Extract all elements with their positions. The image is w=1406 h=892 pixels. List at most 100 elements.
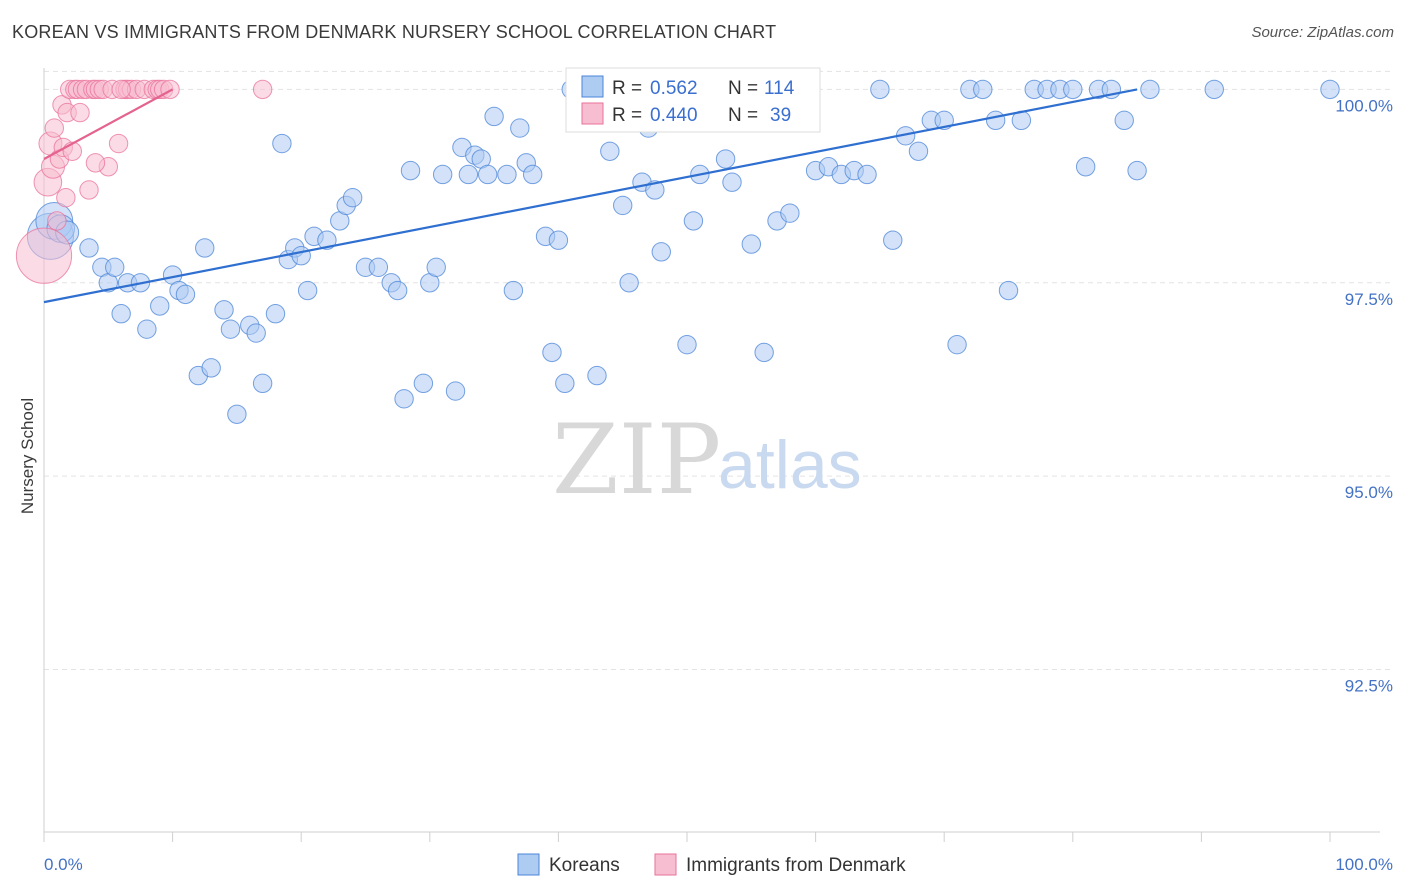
point-denmark bbox=[252, 79, 273, 100]
point-korean bbox=[387, 280, 408, 301]
point-korean bbox=[587, 365, 607, 386]
legend-label-denmark: Immigrants from Denmark bbox=[686, 855, 906, 876]
point-denmark bbox=[111, 79, 131, 100]
point-korean bbox=[613, 195, 633, 216]
point-korean bbox=[368, 257, 389, 278]
point-korean bbox=[317, 230, 337, 250]
point-korean bbox=[445, 381, 466, 401]
point-korean bbox=[522, 164, 543, 185]
point-korean bbox=[645, 180, 665, 200]
point-korean bbox=[497, 164, 517, 185]
point-korean bbox=[432, 164, 453, 185]
point-korean bbox=[677, 334, 697, 355]
watermark: ZIP atlas bbox=[552, 404, 862, 516]
stats-box-frame bbox=[565, 67, 821, 133]
point-denmark bbox=[79, 180, 99, 200]
point-korean bbox=[722, 172, 742, 192]
point-korean bbox=[426, 257, 446, 278]
point-korean bbox=[908, 141, 929, 161]
point-korean bbox=[105, 257, 125, 278]
stats-korean-r-label: R = bbox=[612, 78, 642, 99]
chart-title: KOREAN VS IMMIGRANTS FROM DENMARK NURSER… bbox=[12, 22, 777, 42]
point-korean bbox=[400, 160, 421, 181]
x-tick-label-min: 0.0% bbox=[44, 855, 83, 874]
legend-label-koreans: Koreans bbox=[549, 855, 620, 876]
point-korean bbox=[297, 280, 318, 301]
point-korean bbox=[201, 358, 221, 378]
point-korean bbox=[683, 211, 704, 231]
point-korean bbox=[1320, 79, 1340, 100]
x-ticks bbox=[43, 832, 1331, 842]
point-korean bbox=[548, 230, 569, 250]
point-korean bbox=[973, 79, 993, 100]
point-denmark bbox=[47, 211, 67, 231]
point-denmark bbox=[70, 102, 90, 123]
point-korean bbox=[600, 141, 620, 161]
point-korean bbox=[220, 319, 241, 339]
point-korean bbox=[342, 187, 363, 208]
stats-swatch-denmark bbox=[581, 102, 604, 125]
point-korean bbox=[870, 79, 890, 100]
point-korean bbox=[715, 149, 736, 169]
point-korean bbox=[272, 133, 292, 154]
legend-swatch-koreans bbox=[517, 853, 540, 876]
stats-swatch-korean bbox=[581, 75, 604, 98]
y-tick-labels: 92.5% 95.0% 97.5% 100.0% bbox=[1335, 96, 1393, 695]
point-korean bbox=[985, 110, 1006, 131]
point-korean bbox=[458, 164, 479, 185]
point-korean bbox=[1114, 110, 1134, 131]
point-denmark bbox=[56, 187, 76, 208]
point-korean bbox=[510, 118, 530, 138]
point-korean bbox=[413, 373, 434, 394]
y-tick-label: 97.5% bbox=[1345, 290, 1393, 309]
point-korean bbox=[291, 246, 311, 266]
point-korean bbox=[227, 404, 247, 424]
point-korean bbox=[111, 304, 131, 324]
point-korean bbox=[1204, 79, 1224, 100]
stats-denmark-n-value: 39 bbox=[770, 105, 791, 126]
point-korean bbox=[780, 203, 800, 223]
point-denmark bbox=[15, 227, 73, 284]
point-denmark bbox=[108, 133, 129, 154]
point-korean bbox=[1075, 157, 1096, 177]
trend-lines bbox=[43, 88, 1138, 304]
point-korean bbox=[503, 280, 524, 301]
point-korean bbox=[252, 373, 273, 394]
point-korean bbox=[79, 238, 99, 258]
point-korean bbox=[1140, 79, 1160, 100]
point-korean bbox=[137, 319, 157, 339]
point-denmark bbox=[160, 79, 180, 100]
point-korean bbox=[542, 342, 562, 363]
stats-korean-r-value: 0.562 bbox=[650, 78, 698, 99]
point-korean bbox=[947, 334, 967, 355]
point-korean bbox=[1063, 79, 1083, 100]
series-denmark bbox=[15, 79, 273, 284]
point-korean bbox=[265, 304, 286, 324]
point-korean bbox=[484, 106, 504, 127]
point-korean bbox=[998, 280, 1019, 301]
x-tick-label-max: 100.0% bbox=[1335, 855, 1393, 874]
stats-denmark-r-value: 0.440 bbox=[650, 105, 698, 126]
trend-line-denmark bbox=[43, 88, 174, 160]
point-korean bbox=[857, 164, 877, 185]
trend-line-korean bbox=[43, 88, 1138, 304]
point-korean bbox=[246, 323, 266, 343]
point-korean bbox=[1127, 160, 1147, 181]
point-korean bbox=[651, 242, 671, 262]
point-korean bbox=[555, 373, 575, 394]
point-korean bbox=[195, 238, 215, 258]
y-tick-label: 100.0% bbox=[1335, 96, 1393, 115]
point-korean bbox=[477, 164, 498, 185]
legend: Koreans Immigrants from Denmark bbox=[517, 853, 906, 876]
stats-denmark-r-label: R = bbox=[612, 105, 642, 126]
point-korean bbox=[394, 389, 414, 409]
watermark-zip: ZIP bbox=[552, 404, 721, 516]
y-axis-label: Nursery School bbox=[18, 398, 37, 514]
point-korean bbox=[214, 300, 234, 320]
y-tick-label: 92.5% bbox=[1345, 677, 1393, 696]
stats-box: R = 0.562 N = 114 R = 0.440 N = 39 bbox=[565, 67, 821, 133]
legend-swatch-denmark bbox=[654, 853, 677, 876]
point-korean bbox=[883, 230, 903, 250]
point-denmark bbox=[85, 153, 106, 173]
